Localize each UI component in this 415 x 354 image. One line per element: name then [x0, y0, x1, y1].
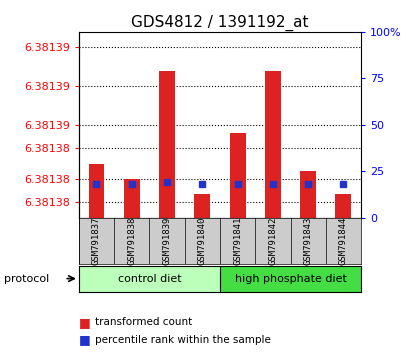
- Bar: [79, 266, 220, 292]
- Text: percentile rank within the sample: percentile rank within the sample: [95, 335, 271, 345]
- Bar: [220, 266, 361, 292]
- Bar: [88, 164, 105, 218]
- Bar: [194, 194, 210, 218]
- Text: transformed count: transformed count: [95, 317, 193, 327]
- Bar: [229, 132, 246, 218]
- Text: GSM791844: GSM791844: [339, 217, 348, 265]
- Text: GSM791838: GSM791838: [127, 217, 136, 265]
- Text: ■: ■: [79, 316, 90, 329]
- Text: protocol: protocol: [4, 274, 49, 284]
- Bar: [159, 70, 175, 218]
- Text: GSM791837: GSM791837: [92, 217, 101, 265]
- Text: high phosphate diet: high phosphate diet: [234, 274, 347, 284]
- Bar: [335, 194, 352, 218]
- Text: GSM791842: GSM791842: [269, 217, 277, 265]
- Text: ■: ■: [79, 333, 90, 346]
- Text: GSM791840: GSM791840: [198, 217, 207, 265]
- Text: GSM791841: GSM791841: [233, 217, 242, 265]
- Text: GSM791843: GSM791843: [304, 217, 312, 265]
- Bar: [300, 171, 316, 218]
- Text: control diet: control diet: [117, 274, 181, 284]
- Bar: [265, 70, 281, 218]
- Bar: [124, 179, 140, 218]
- Title: GDS4812 / 1391192_at: GDS4812 / 1391192_at: [131, 14, 309, 30]
- Text: GSM791839: GSM791839: [163, 217, 171, 265]
